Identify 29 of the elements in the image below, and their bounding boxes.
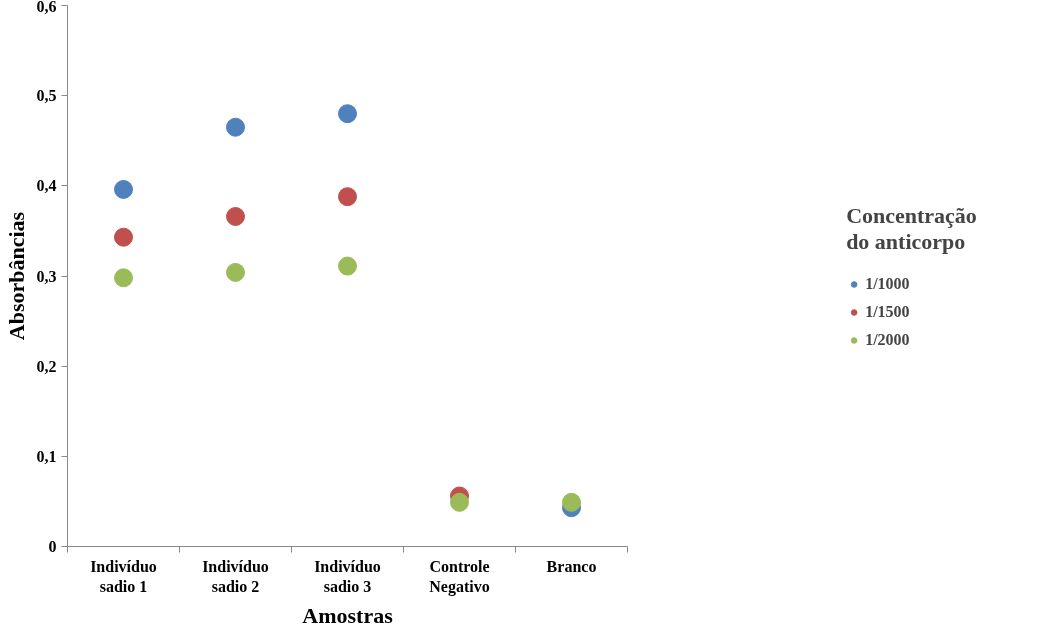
y-tick-label: 0,2 <box>36 357 57 375</box>
y-tick-label: 0,6 <box>36 0 57 15</box>
x-tick-label: Indivíduo sadio 1 <box>90 557 157 595</box>
x-tick-label: Indivíduo sadio 2 <box>202 557 269 595</box>
x-tick-label: Controle Negativo <box>429 557 490 596</box>
point <box>114 227 133 247</box>
x-tick-label: Indivíduo sadio 3 <box>314 557 381 595</box>
y-tick-label: 0,1 <box>36 447 57 465</box>
legend-label: 1/1000 <box>865 274 910 293</box>
point <box>114 268 133 288</box>
y-axis-title: Absorbâncias <box>3 211 29 341</box>
x-axis-title: Amostras <box>302 602 394 628</box>
y-tick-label: 0 <box>48 538 57 555</box>
point <box>114 179 133 199</box>
legend-title: Concentração do anticorpo <box>846 202 977 255</box>
point <box>338 187 357 207</box>
point <box>226 207 245 226</box>
y-tick-label: 0,4 <box>36 177 57 195</box>
y-tick-label: 0,5 <box>36 87 57 105</box>
point <box>338 256 357 276</box>
legend-label: 1/2000 <box>865 330 910 349</box>
point <box>226 117 245 137</box>
x-tick-label: Branco <box>546 557 597 575</box>
point <box>226 262 245 282</box>
legend-label: 1/1500 <box>865 302 910 321</box>
point <box>338 104 357 124</box>
point <box>562 492 581 512</box>
point <box>450 492 469 512</box>
y-tick-label: 0,3 <box>36 267 57 285</box>
